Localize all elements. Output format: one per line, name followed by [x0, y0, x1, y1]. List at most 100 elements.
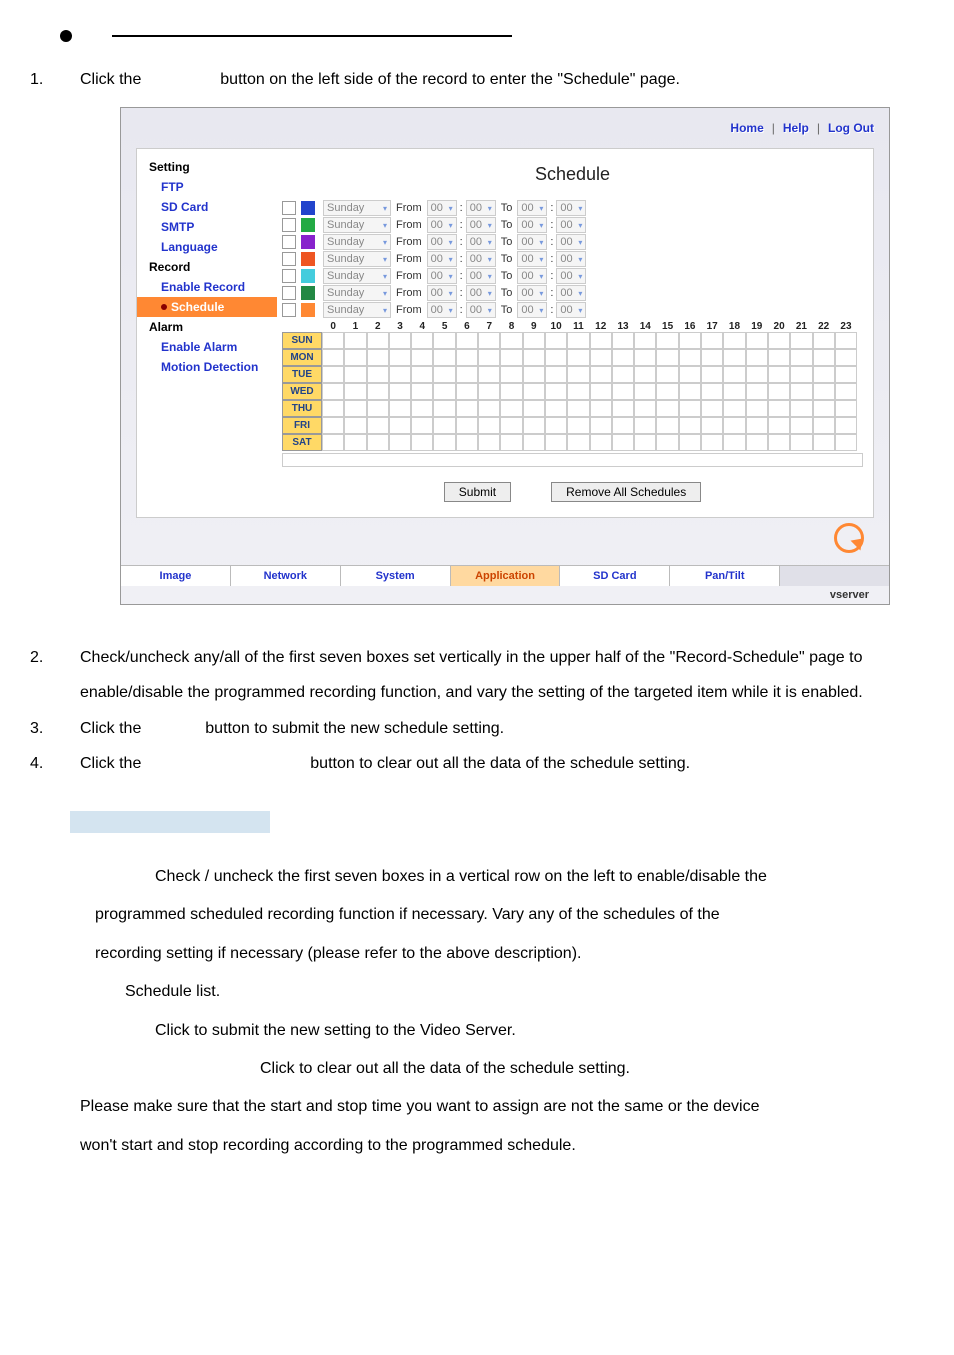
- from-hour-select[interactable]: 00▾: [427, 285, 457, 301]
- sidebar-record[interactable]: Record: [137, 257, 277, 277]
- from-hour-select[interactable]: 00▾: [427, 217, 457, 233]
- grid-cell[interactable]: [367, 434, 389, 451]
- grid-cell[interactable]: [701, 383, 723, 400]
- grid-cell[interactable]: [523, 434, 545, 451]
- grid-cell[interactable]: [813, 349, 835, 366]
- grid-cell[interactable]: [679, 349, 701, 366]
- to-hour-select[interactable]: 00▾: [517, 302, 547, 318]
- from-hour-select[interactable]: 00▾: [427, 268, 457, 284]
- day-select[interactable]: Sunday▾: [323, 234, 391, 250]
- grid-cell[interactable]: [612, 332, 634, 349]
- from-min-select[interactable]: 00▾: [466, 217, 496, 233]
- grid-cell[interactable]: [679, 332, 701, 349]
- grid-cell[interactable]: [590, 417, 612, 434]
- sidebar-language[interactable]: Language: [137, 237, 277, 257]
- sidebar-ftp[interactable]: FTP: [137, 177, 277, 197]
- to-min-select[interactable]: 00▾: [556, 200, 586, 216]
- grid-cell[interactable]: [411, 400, 433, 417]
- grid-cell[interactable]: [701, 417, 723, 434]
- grid-cell[interactable]: [790, 434, 812, 451]
- grid-cell[interactable]: [723, 349, 745, 366]
- grid-cell[interactable]: [656, 417, 678, 434]
- to-hour-select[interactable]: 00▾: [517, 200, 547, 216]
- to-min-select[interactable]: 00▾: [556, 234, 586, 250]
- grid-cell[interactable]: [411, 349, 433, 366]
- grid-cell[interactable]: [790, 383, 812, 400]
- grid-cell[interactable]: [612, 434, 634, 451]
- tab-image[interactable]: Image: [121, 566, 231, 586]
- to-hour-select[interactable]: 00▾: [517, 285, 547, 301]
- grid-cell[interactable]: [478, 349, 500, 366]
- grid-cell[interactable]: [567, 332, 589, 349]
- grid-cell[interactable]: [746, 434, 768, 451]
- grid-cell[interactable]: [634, 434, 656, 451]
- grid-cell[interactable]: [322, 349, 344, 366]
- grid-cell[interactable]: [389, 349, 411, 366]
- grid-cell[interactable]: [679, 366, 701, 383]
- enable-checkbox[interactable]: [282, 303, 296, 317]
- sidebar-alarm[interactable]: Alarm: [137, 317, 277, 337]
- sidebar-schedule[interactable]: Schedule: [137, 297, 277, 317]
- home-link[interactable]: Home: [730, 121, 763, 135]
- grid-cell[interactable]: [813, 417, 835, 434]
- grid-cell[interactable]: [389, 434, 411, 451]
- grid-cell[interactable]: [367, 417, 389, 434]
- grid-cell[interactable]: [322, 417, 344, 434]
- grid-cell[interactable]: [433, 400, 455, 417]
- grid-cell[interactable]: [456, 383, 478, 400]
- grid-cell[interactable]: [567, 349, 589, 366]
- grid-cell[interactable]: [367, 332, 389, 349]
- grid-cell[interactable]: [367, 366, 389, 383]
- grid-cell[interactable]: [433, 332, 455, 349]
- grid-cell[interactable]: [701, 366, 723, 383]
- grid-cell[interactable]: [389, 400, 411, 417]
- grid-cell[interactable]: [567, 383, 589, 400]
- grid-cell[interactable]: [634, 417, 656, 434]
- grid-cell[interactable]: [723, 332, 745, 349]
- sidebar-enable-record[interactable]: Enable Record: [137, 277, 277, 297]
- grid-cell[interactable]: [590, 434, 612, 451]
- to-min-select[interactable]: 00▾: [556, 268, 586, 284]
- grid-cell[interactable]: [835, 366, 857, 383]
- grid-cell[interactable]: [790, 332, 812, 349]
- grid-cell[interactable]: [322, 434, 344, 451]
- day-select[interactable]: Sunday▾: [323, 268, 391, 284]
- grid-cell[interactable]: [701, 349, 723, 366]
- grid-cell[interactable]: [456, 400, 478, 417]
- grid-cell[interactable]: [768, 434, 790, 451]
- grid-cell[interactable]: [500, 349, 522, 366]
- grid-cell[interactable]: [656, 383, 678, 400]
- enable-checkbox[interactable]: [282, 201, 296, 215]
- from-hour-select[interactable]: 00▾: [427, 302, 457, 318]
- grid-cell[interactable]: [746, 349, 768, 366]
- sidebar-enable-alarm[interactable]: Enable Alarm: [137, 337, 277, 357]
- grid-cell[interactable]: [344, 400, 366, 417]
- grid-cell[interactable]: [701, 400, 723, 417]
- tab-network[interactable]: Network: [231, 566, 341, 586]
- from-min-select[interactable]: 00▾: [466, 200, 496, 216]
- enable-checkbox[interactable]: [282, 235, 296, 249]
- grid-cell[interactable]: [612, 349, 634, 366]
- grid-cell[interactable]: [478, 417, 500, 434]
- grid-cell[interactable]: [813, 434, 835, 451]
- to-hour-select[interactable]: 00▾: [517, 217, 547, 233]
- grid-cell[interactable]: [567, 417, 589, 434]
- grid-cell[interactable]: [835, 417, 857, 434]
- enable-checkbox[interactable]: [282, 252, 296, 266]
- day-select[interactable]: Sunday▾: [323, 217, 391, 233]
- grid-cell[interactable]: [723, 400, 745, 417]
- grid-cell[interactable]: [768, 417, 790, 434]
- grid-cell[interactable]: [344, 332, 366, 349]
- to-min-select[interactable]: 00▾: [556, 285, 586, 301]
- grid-cell[interactable]: [790, 366, 812, 383]
- grid-cell[interactable]: [389, 383, 411, 400]
- grid-cell[interactable]: [411, 383, 433, 400]
- help-link[interactable]: Help: [783, 121, 809, 135]
- grid-cell[interactable]: [456, 366, 478, 383]
- grid-cell[interactable]: [723, 434, 745, 451]
- grid-cell[interactable]: [679, 383, 701, 400]
- grid-cell[interactable]: [523, 417, 545, 434]
- grid-cell[interactable]: [768, 400, 790, 417]
- grid-cell[interactable]: [746, 383, 768, 400]
- from-hour-select[interactable]: 00▾: [427, 200, 457, 216]
